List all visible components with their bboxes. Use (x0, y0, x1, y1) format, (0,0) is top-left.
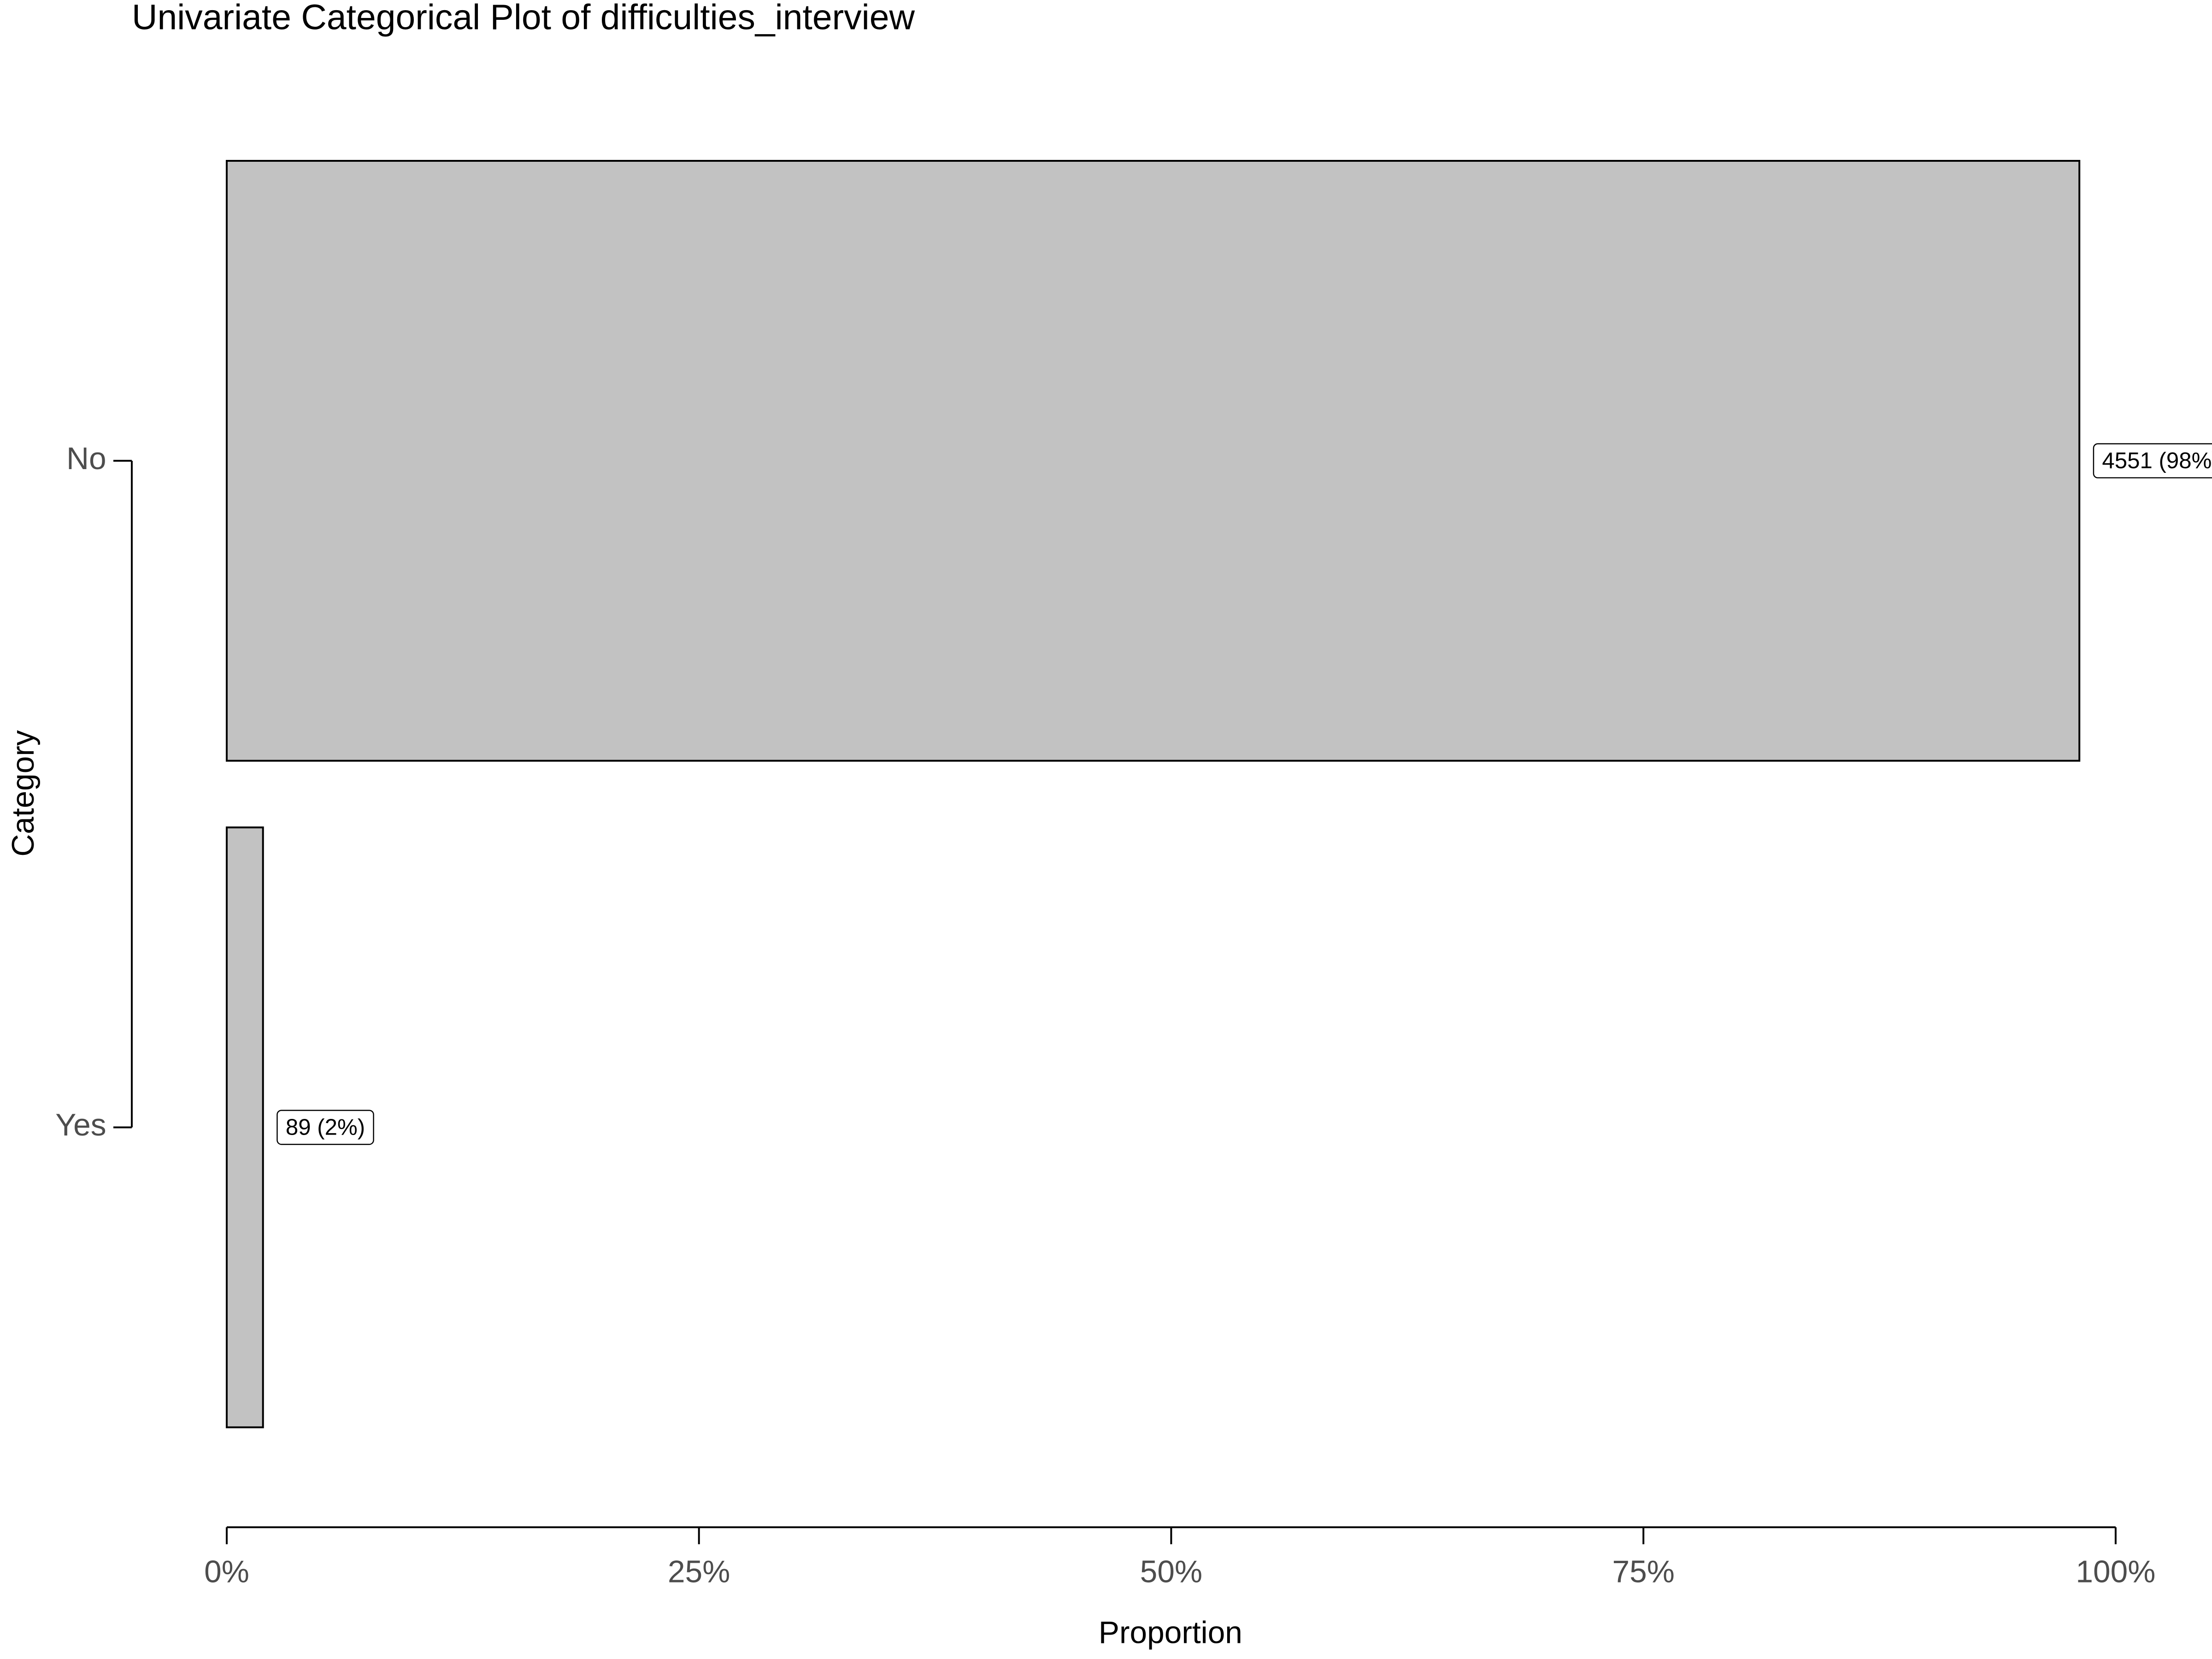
x-tick-label: 25% (668, 1554, 730, 1589)
value-label: 89 (2%) (286, 1114, 365, 1140)
x-tick-label: 100% (2076, 1554, 2155, 1589)
chart-title: Univariate Categorical Plot of difficult… (132, 0, 915, 37)
bar (225, 826, 264, 1429)
bar (225, 160, 2081, 762)
value-label-group: 4551 (98%) (2093, 443, 2212, 479)
x-tick-label: 75% (1612, 1554, 1674, 1589)
x-tick-label: 50% (1140, 1554, 1202, 1589)
y-axis-label: Category (6, 730, 41, 857)
y-tick-label: No (66, 441, 106, 476)
value-label-group: 89 (2%) (276, 1110, 374, 1145)
value-label-box (2093, 443, 2212, 479)
value-label: 4551 (98%) (2102, 448, 2212, 473)
x-axis-label: Proportion (1099, 1616, 1242, 1650)
y-tick-label: Yes (55, 1108, 106, 1142)
value-label-box (276, 1110, 374, 1145)
x-tick-label: 0% (204, 1554, 249, 1589)
